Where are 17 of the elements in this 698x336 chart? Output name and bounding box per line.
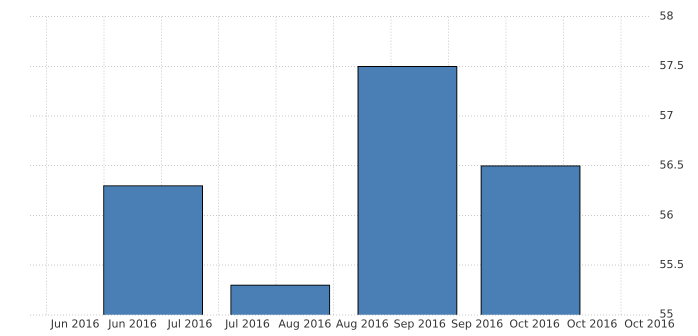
y-tick-label: 56 <box>660 208 674 222</box>
x-tick-label: Aug 2016 <box>336 317 389 330</box>
y-tick-label: 56.5 <box>660 158 684 172</box>
y-tick-label: 57 <box>660 108 674 122</box>
y-tick-label: 58 <box>660 9 674 22</box>
x-tick-label: Sep 2016 <box>394 317 446 330</box>
x-tick-label: Oct 2016 <box>566 317 618 330</box>
x-tick-label: Aug 2016 <box>278 317 332 330</box>
x-tick-label: Jun 2016 <box>50 317 100 330</box>
x-tick-label: Oct 2016 <box>624 317 675 330</box>
x-tick-label: Jul 2016 <box>224 317 270 330</box>
x-tick-label: Jul 2016 <box>166 317 212 330</box>
x-tick-label: Jun 2016 <box>107 317 157 330</box>
y-tick-label: 55.5 <box>660 258 684 271</box>
x-tick-label: Sep 2016 <box>451 317 504 330</box>
x-tick-label: Oct 2016 <box>509 317 560 330</box>
y-tick-label: 57.5 <box>660 59 684 72</box>
